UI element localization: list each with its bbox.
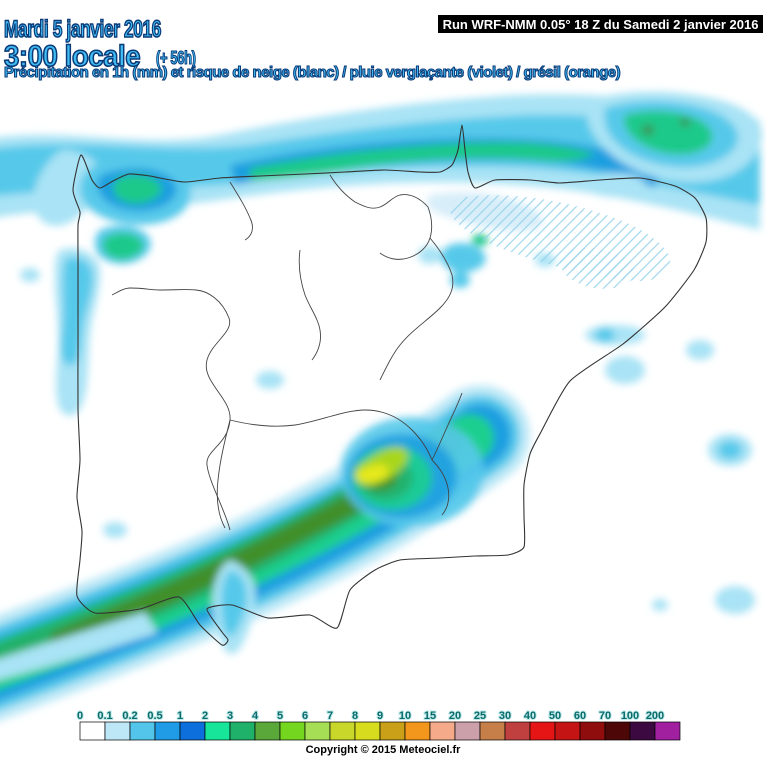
svg-text:Copyright © 2015 Meteociel.fr: Copyright © 2015 Meteociel.fr — [306, 744, 462, 756]
svg-text:6: 6 — [302, 710, 308, 722]
svg-text:15: 15 — [424, 710, 436, 722]
svg-text:0: 0 — [77, 710, 83, 722]
svg-text:0.5: 0.5 — [147, 710, 162, 722]
svg-text:10: 10 — [399, 710, 411, 722]
svg-text:70: 70 — [599, 710, 611, 722]
svg-text:100: 100 — [621, 710, 639, 722]
svg-text:30: 30 — [499, 710, 511, 722]
svg-text:25: 25 — [474, 710, 486, 722]
svg-text:5: 5 — [277, 710, 283, 722]
svg-text:4: 4 — [252, 710, 259, 722]
svg-text:50: 50 — [549, 710, 561, 722]
svg-text:8: 8 — [352, 710, 358, 722]
svg-text:7: 7 — [327, 710, 333, 722]
svg-text:9: 9 — [377, 710, 383, 722]
svg-text:20: 20 — [449, 710, 461, 722]
svg-text:200: 200 — [646, 710, 664, 722]
svg-text:2: 2 — [202, 710, 208, 722]
svg-text:0.2: 0.2 — [122, 710, 137, 722]
svg-text:0.1: 0.1 — [97, 710, 112, 722]
svg-text:60: 60 — [574, 710, 586, 722]
svg-text:40: 40 — [524, 710, 536, 722]
svg-text:3: 3 — [227, 710, 233, 722]
svg-text:1: 1 — [177, 710, 183, 722]
